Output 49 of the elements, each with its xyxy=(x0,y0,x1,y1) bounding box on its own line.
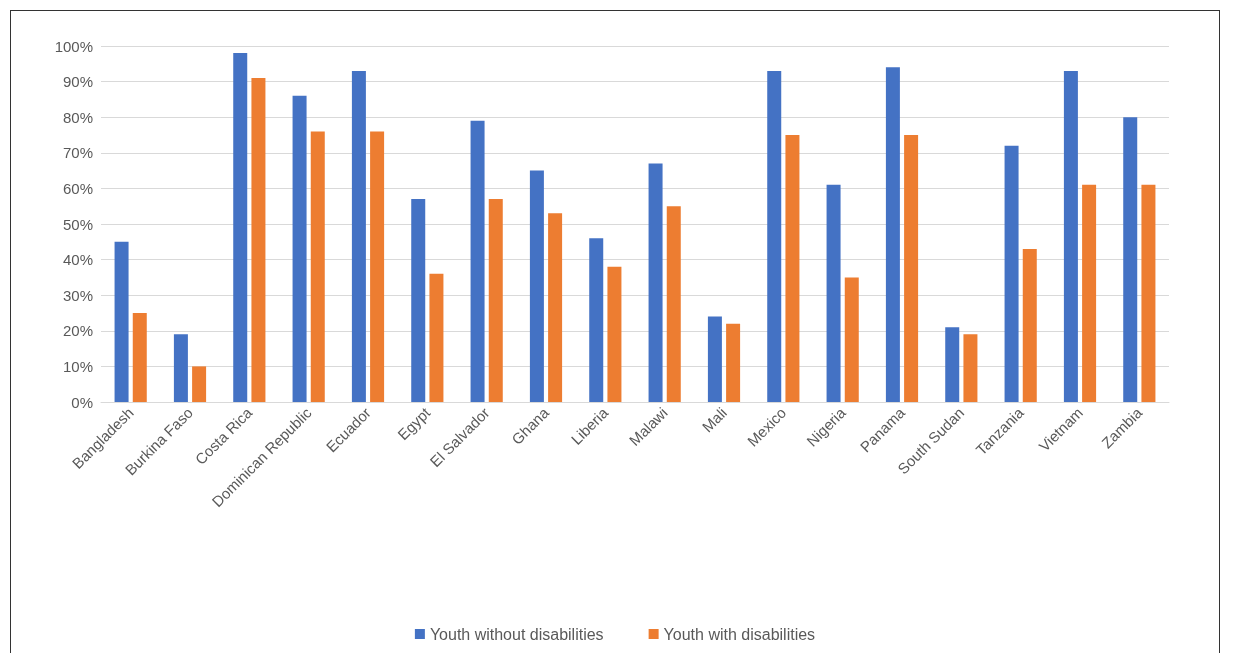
bar xyxy=(251,78,266,402)
bar xyxy=(904,135,919,402)
bar xyxy=(310,131,325,402)
bar xyxy=(1141,184,1156,402)
y-tick-label: 20% xyxy=(62,322,93,340)
legend-label: Youth with disabilities xyxy=(663,625,816,643)
y-tick-label: 50% xyxy=(62,215,93,233)
bar xyxy=(292,95,307,402)
bar xyxy=(1063,70,1078,402)
bar xyxy=(648,163,663,402)
bar xyxy=(945,327,960,402)
bar xyxy=(707,316,722,402)
y-tick-label: 30% xyxy=(62,286,93,304)
y-tick-label: 70% xyxy=(62,144,93,162)
bar xyxy=(529,170,544,402)
y-tick-label: 90% xyxy=(62,73,93,91)
bar xyxy=(607,266,622,402)
bar xyxy=(132,313,147,402)
bar xyxy=(589,238,604,402)
bar xyxy=(785,135,800,402)
bar xyxy=(351,70,366,402)
bar xyxy=(1004,145,1019,402)
legend-label: Youth without disabilities xyxy=(429,625,604,643)
bar xyxy=(173,334,188,402)
bar xyxy=(726,323,741,402)
y-tick-label: 10% xyxy=(62,357,93,375)
y-tick-label: 0% xyxy=(71,393,93,411)
bar xyxy=(411,199,426,402)
bar xyxy=(470,120,485,402)
bar xyxy=(488,199,503,402)
bar xyxy=(885,67,900,402)
bar xyxy=(370,131,385,402)
y-tick-label: 60% xyxy=(62,179,93,197)
bar xyxy=(767,70,782,402)
bar xyxy=(1022,248,1037,402)
bar xyxy=(114,241,129,402)
bar xyxy=(1123,117,1138,402)
bar xyxy=(844,277,859,402)
y-tick-label: 80% xyxy=(62,108,93,126)
bar xyxy=(963,334,978,402)
bar xyxy=(666,206,681,402)
bar xyxy=(429,273,444,402)
bar xyxy=(192,366,207,402)
y-tick-label: 100% xyxy=(54,37,93,55)
bar xyxy=(1082,184,1097,402)
bar xyxy=(548,213,563,402)
y-tick-label: 40% xyxy=(62,251,93,269)
bar xyxy=(233,53,248,402)
bar xyxy=(826,184,841,402)
